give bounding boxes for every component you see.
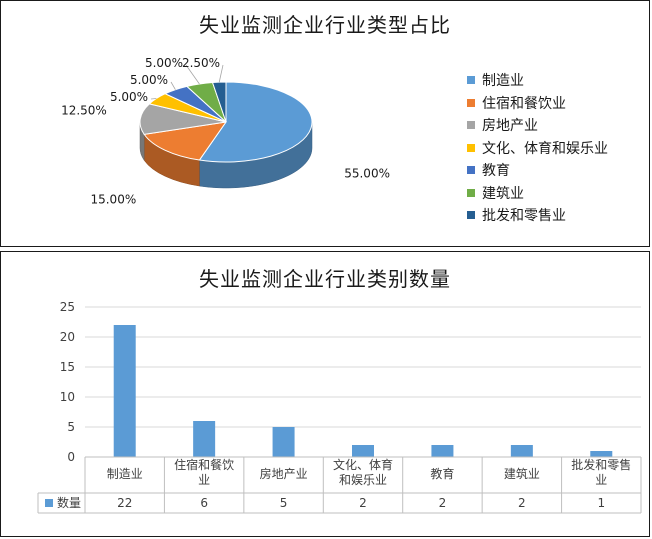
pie-slice-0	[198, 81, 313, 163]
x-tick-label: 制造业	[107, 467, 143, 481]
legend-swatch	[467, 166, 475, 174]
pie-chart: 55.00%15.00%12.50%5.00%5.00%5.00%2.50%	[61, 56, 390, 206]
x-tick-label: 文化、体育和娱乐业	[333, 457, 393, 487]
legend-label: 建筑业	[482, 185, 524, 202]
pie-label-3: 5.00%	[110, 90, 148, 104]
pie-legend-item: 建筑业	[467, 182, 524, 204]
legend-label: 批发和零售业	[482, 208, 566, 224]
y-tick-label: 25	[60, 300, 75, 314]
table-value: 5	[280, 496, 288, 510]
bar	[193, 421, 216, 457]
legend-swatch	[467, 76, 475, 84]
pie-legend-item: 制造业	[467, 69, 524, 91]
legend-swatch	[467, 121, 475, 129]
bar-chart-panel: 失业监测企业行业类别数量 0 5 10 15 20 25 制造业 住宿和餐饮业 房地产业 文化、体…	[0, 251, 650, 537]
legend-swatch	[467, 143, 475, 152]
y-tick-label: 15	[60, 360, 75, 374]
y-tick-label: 0	[67, 450, 75, 464]
pie-legend-item: 教育	[467, 159, 510, 181]
table-value: 2	[518, 496, 526, 510]
bar-chart-title: 失业监测企业行业类别数量	[199, 267, 451, 291]
pie-leader-5	[185, 64, 200, 85]
bar	[431, 445, 454, 457]
table-value: 2	[439, 496, 447, 510]
x-tick-label: 教育	[430, 466, 454, 481]
pie-label-6: 2.50%	[182, 56, 220, 70]
pie-label-1: 15.00%	[90, 192, 136, 206]
pie-legend-item: 批发和零售业	[467, 204, 566, 226]
pie-label-4: 5.00%	[130, 73, 168, 87]
legend-label: 房地产业	[482, 118, 538, 134]
bar	[510, 445, 533, 457]
table-value: 6	[200, 496, 208, 510]
pie-chart-panel: 失业监测企业行业类型占比 55.00% 15.00% 12.50% 5.00% 5.00…	[0, 0, 650, 247]
pie-leader-6	[218, 64, 224, 83]
legend-swatch	[467, 188, 475, 197]
pie-legend-item: 房地产业	[467, 114, 538, 136]
bar	[113, 325, 136, 457]
x-tick-label: 批发和零售业	[571, 457, 631, 487]
legend-label: 住宿和餐饮业	[482, 95, 566, 112]
pie-legend-item: 住宿和餐饮业	[467, 92, 566, 114]
pie-chart-title: 失业监测企业行业类型占比	[199, 13, 451, 37]
y-tick-label: 20	[60, 330, 75, 344]
legend-label: 文化、体育和娱乐业	[482, 140, 608, 157]
pie-leader-3	[150, 98, 157, 100]
legend-swatch	[467, 98, 475, 107]
pie-slice-2	[139, 103, 227, 135]
legend-label: 教育	[482, 163, 510, 179]
bar	[272, 427, 295, 457]
legend-label: 制造业	[482, 73, 524, 89]
table-value: 2	[359, 496, 367, 510]
bar	[590, 451, 613, 457]
table-value: 22	[117, 496, 132, 510]
y-tick-label: 10	[60, 390, 75, 404]
x-tick-label: 住宿和餐饮业	[174, 457, 234, 487]
y-tick-label: 5	[67, 420, 75, 434]
bar	[352, 445, 374, 457]
pie-label-0: 55.00%	[344, 166, 390, 180]
x-tick-label: 建筑业	[504, 466, 540, 481]
table-value: 1	[597, 496, 605, 510]
pie-label-2: 12.50%	[61, 103, 107, 117]
x-tick-label: 房地产业	[260, 466, 308, 481]
table-series-swatch	[45, 499, 53, 507]
pie-label-5: 5.00%	[145, 56, 183, 70]
pie-leader-4	[170, 81, 176, 90]
legend-swatch	[467, 211, 475, 219]
pie-legend-item: 文化、体育和娱乐业	[467, 137, 608, 159]
table-series-name: 数量	[57, 495, 81, 510]
